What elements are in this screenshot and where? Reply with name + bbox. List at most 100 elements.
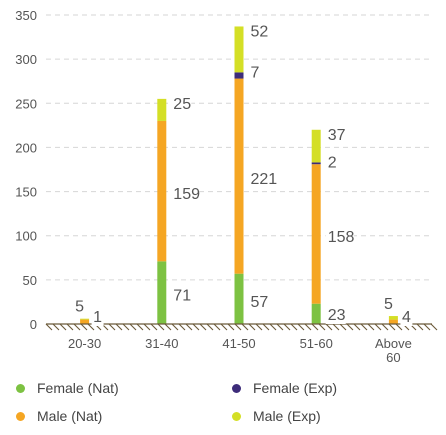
data-label-bg	[325, 228, 354, 246]
data-label-bg	[171, 287, 192, 305]
hatch-stroke	[59, 323, 67, 331]
hatch-stroke	[234, 323, 242, 331]
data-label-bg	[91, 309, 104, 326]
data-label: 2	[328, 154, 337, 171]
hatch-stroke	[220, 323, 228, 331]
x-tick-label: 41-50	[222, 336, 255, 351]
hatch-stroke	[269, 323, 277, 331]
hatch-stroke	[374, 323, 382, 331]
data-label: 25	[173, 96, 191, 113]
legend-item-male-exp: Male (Exp)	[232, 408, 321, 424]
hatch-stroke	[283, 323, 291, 331]
bar-segment	[234, 26, 244, 73]
x-tick-label: 20-30	[68, 336, 101, 351]
y-tick-label: 250	[15, 96, 37, 111]
bar-segment	[157, 120, 167, 262]
data-label-bg	[248, 23, 269, 41]
hatch-stroke	[332, 323, 340, 331]
bar-segment	[234, 72, 244, 79]
hatch-stroke	[66, 323, 74, 331]
data-label-bg	[73, 298, 86, 316]
x-axis-ticks: 20-30 31-40 41-50 51-60 Above 60	[68, 336, 412, 365]
hatch-stroke	[157, 323, 165, 331]
hatch-stroke	[136, 323, 144, 331]
y-tick-label: 350	[15, 8, 37, 23]
hatch-stroke	[346, 323, 354, 331]
hatch-stroke	[164, 323, 172, 331]
hatch-stroke	[227, 323, 235, 331]
bar-segment	[311, 162, 321, 165]
hatch-stroke	[80, 323, 88, 331]
data-label-bg	[171, 95, 192, 113]
data-label: 5	[75, 299, 84, 316]
hatch-stroke	[325, 323, 333, 331]
hatch-stroke	[171, 323, 179, 331]
legend-label: Female (Exp)	[253, 380, 338, 396]
data-label-bg	[325, 154, 338, 172]
hatch-stroke	[388, 323, 396, 331]
x-tick-label: Above 60	[375, 336, 412, 365]
y-tick-label: 100	[15, 229, 37, 244]
bar-segment	[388, 316, 398, 320]
bar-segment	[157, 98, 167, 121]
hatch-stroke	[73, 323, 81, 331]
data-label-bg	[248, 64, 261, 82]
data-label: 5	[384, 296, 393, 313]
hatch-stroke	[241, 323, 249, 331]
bar-segment	[80, 319, 90, 324]
hatch-stroke	[52, 323, 60, 331]
data-label-bg	[248, 293, 269, 311]
hatch-stroke	[276, 323, 284, 331]
legend: Female (Nat) Female (Exp) Male (Nat) Mal…	[0, 372, 446, 432]
legend-swatch	[16, 383, 25, 393]
legend-swatch	[232, 383, 241, 393]
hatch-stroke	[360, 323, 368, 331]
hatch-stroke	[108, 323, 116, 331]
data-label: 158	[328, 229, 355, 246]
bar-segment	[80, 318, 90, 320]
bar-segment	[388, 319, 398, 324]
y-tick-label: 50	[23, 273, 37, 288]
x-tick-label: 31-40	[145, 336, 178, 351]
bar-segment	[234, 273, 244, 324]
data-label: 4	[402, 309, 411, 326]
hatch-stroke	[150, 323, 158, 331]
data-label: 37	[328, 127, 346, 144]
data-label: 57	[251, 294, 269, 311]
hatch-stroke	[248, 323, 256, 331]
y-tick-label: 0	[30, 317, 37, 332]
bar-segment	[311, 303, 321, 324]
hatch-stroke	[395, 323, 403, 331]
hatch-stroke	[339, 323, 347, 331]
hatch-stroke	[192, 323, 200, 331]
hatch-stroke	[178, 323, 186, 331]
hatch-stroke	[423, 323, 431, 331]
x-axis-hatching	[45, 323, 438, 331]
data-label: 23	[328, 307, 346, 324]
legend-item-male-nat: Male (Nat)	[16, 408, 102, 424]
legend-swatch	[232, 411, 241, 421]
legend-item-female-nat: Female (Nat)	[16, 380, 119, 396]
hatch-stroke	[255, 323, 263, 331]
hatch-stroke	[311, 323, 319, 331]
hatch-stroke	[199, 323, 207, 331]
stacked-bar-chart: 0 50 100 150 200 250 300 350 20-30 31-40 41-50 51-…	[15, 8, 438, 365]
legend-label: Female (Nat)	[37, 380, 119, 396]
y-tick-label: 150	[15, 185, 37, 200]
hatch-stroke	[381, 323, 389, 331]
bars	[80, 26, 398, 324]
data-label: 71	[173, 288, 191, 305]
hatch-stroke	[87, 323, 95, 331]
bar-segment	[157, 261, 167, 324]
bar-segment	[311, 164, 321, 304]
y-tick-label: 200	[15, 140, 37, 155]
legend-label: Male (Nat)	[37, 408, 103, 424]
hatch-stroke	[185, 323, 193, 331]
data-label: 52	[251, 23, 269, 40]
data-label-bg	[325, 307, 346, 324]
hatch-stroke	[367, 323, 375, 331]
x-tick-label: 51-60	[300, 336, 333, 351]
hatch-stroke	[115, 323, 123, 331]
